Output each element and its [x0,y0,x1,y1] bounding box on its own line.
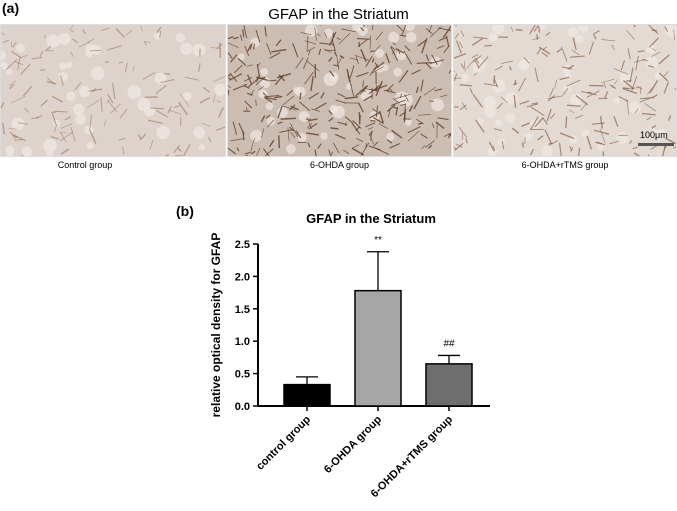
scale-bar [638,143,674,146]
micrograph-control [0,24,226,157]
bar-0 [283,383,331,407]
y-tick-label: 0.5 [235,369,250,381]
caption-6ohda-rtms: 6-OHDA+rTMS group [521,160,609,170]
x-tick-label: control group [254,413,313,472]
stain-fibers [1,25,225,156]
caption-control: Control group [57,160,113,170]
stain-fibers [454,25,676,156]
y-tick-label: 1.0 [235,336,250,348]
panel-a-label: (a) [2,0,20,16]
y-tick-label: 2.5 [235,239,250,251]
micrograph-6ohda-rtms: 100μm [453,24,677,157]
micrograph-6ohda [227,24,452,157]
micrograph-title: GFAP in the Striatum [268,6,409,23]
bar-2 [425,363,473,407]
stain-fibers [228,25,451,156]
chart-title: GFAP in the Striatum [306,211,436,226]
significance-label: ** [374,235,382,246]
bar-1 [354,289,402,407]
panel-b-label: (b) [176,203,194,219]
caption-6ohda: 6-OHDA group [309,160,370,170]
scale-bar-label: 100μm [640,130,668,140]
y-tick-label: 0.0 [235,401,250,413]
y-axis-label: relative optical density for GFAP [209,233,223,418]
significance-label: ## [443,338,455,349]
y-tick-label: 2.0 [235,271,250,283]
x-tick-label: 6-OHDA+rTMS group [369,413,456,500]
y-tick-label: 1.5 [235,304,250,316]
x-tick-label: 6-OHDA group [322,413,384,475]
